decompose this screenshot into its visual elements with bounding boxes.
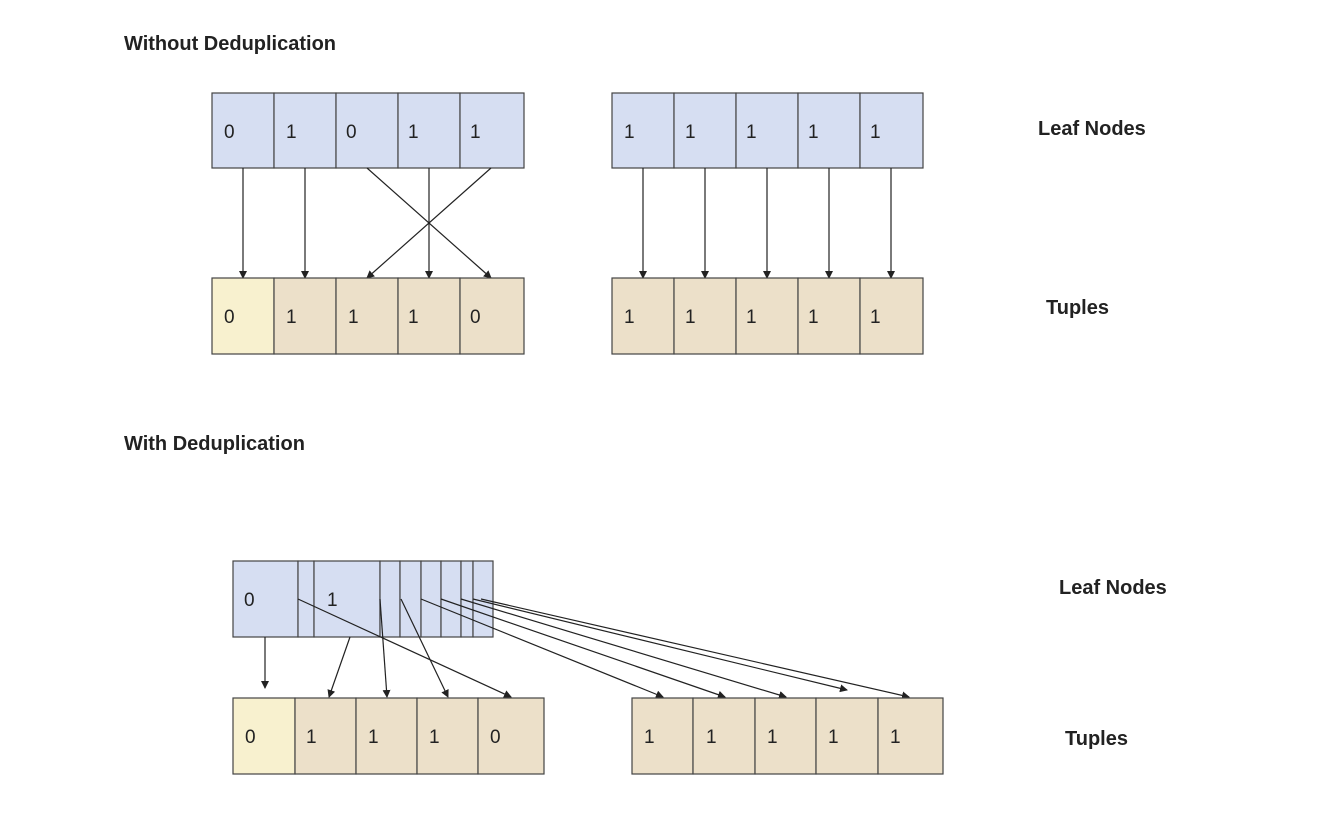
tuple-cell xyxy=(754,697,817,775)
tuple-cell xyxy=(416,697,479,775)
leaf-key: 0 xyxy=(224,122,235,143)
tuple-value: 1 xyxy=(767,727,778,748)
tuple-value: 0 xyxy=(470,307,481,328)
tuple-value: 1 xyxy=(624,307,635,328)
pointer-arrow xyxy=(400,598,449,698)
tuple-value: 1 xyxy=(644,727,655,748)
pointer-arrow xyxy=(366,167,492,279)
pointer-arrow xyxy=(440,598,726,699)
tuple-cell xyxy=(735,277,799,355)
posting-slot xyxy=(379,560,401,638)
leaf-cell xyxy=(335,92,399,169)
tuple-value: 1 xyxy=(306,727,317,748)
leaf-key: 1 xyxy=(286,122,297,143)
tuple-cell xyxy=(335,277,399,355)
tuple-cell xyxy=(797,277,861,355)
tuple-cell xyxy=(294,697,357,775)
tuple-cell xyxy=(611,277,675,355)
pointer-arrow xyxy=(297,598,512,698)
tuple-value: 1 xyxy=(286,307,297,328)
tuples-left-dedup: 0 1 1 1 0 xyxy=(232,697,545,775)
leaf-key: 0 xyxy=(244,590,255,611)
tuple-cell xyxy=(397,277,461,355)
leaf-node-right: 1 1 1 1 1 xyxy=(611,92,924,169)
tuple-value: 1 xyxy=(808,307,819,328)
pointer-arrows-with-dedup xyxy=(261,598,910,700)
tuple-cell xyxy=(815,697,879,775)
tuple-value: 1 xyxy=(706,727,717,748)
tuple-cell xyxy=(877,697,944,775)
leaf-cell xyxy=(232,560,299,638)
pointer-arrow xyxy=(420,598,664,699)
leaf-key: 1 xyxy=(685,122,696,143)
leaf-cell xyxy=(859,92,924,169)
leaf-cell xyxy=(273,92,337,169)
leaf-key: 1 xyxy=(746,122,757,143)
tuple-value: 1 xyxy=(685,307,696,328)
tuples-left: 0 1 1 1 0 xyxy=(211,277,525,355)
label-leaf-nodes: Leaf Nodes xyxy=(1038,118,1146,140)
leaf-cell xyxy=(459,92,525,169)
tuple-value: 0 xyxy=(224,307,235,328)
tuple-value: 1 xyxy=(429,727,440,748)
posting-slot xyxy=(399,560,422,638)
tuples-right: 1 1 1 1 1 xyxy=(611,277,924,355)
section-title-with-dedup: With Deduplication xyxy=(124,433,305,455)
leaf-cell xyxy=(313,560,381,638)
pointer-arrow xyxy=(480,598,910,700)
posting-slot xyxy=(440,560,462,638)
pointer-arrow xyxy=(460,598,787,699)
leaf-node-deduplicated: 0 1 xyxy=(232,560,494,638)
tuple-cell xyxy=(355,697,418,775)
tuple-cell xyxy=(673,277,737,355)
leaf-key: 1 xyxy=(808,122,819,143)
leaf-key: 1 xyxy=(470,122,481,143)
label-tuples-dedup: Tuples xyxy=(1065,728,1128,750)
pointer-arrows-without-dedup xyxy=(239,167,895,279)
tuple-cell xyxy=(631,697,694,775)
leaf-cell xyxy=(211,92,275,169)
leaf-cell xyxy=(397,92,461,169)
leaf-key: 1 xyxy=(624,122,635,143)
leaf-key: 0 xyxy=(346,122,357,143)
pointer-arrow xyxy=(379,598,391,698)
leaf-cell xyxy=(673,92,737,169)
tuples-right-dedup: 1 1 1 1 1 xyxy=(631,697,944,775)
label-leaf-nodes-dedup: Leaf Nodes xyxy=(1059,577,1167,599)
tuple-cell xyxy=(477,697,545,775)
tuple-value: 1 xyxy=(828,727,839,748)
leaf-key: 1 xyxy=(327,590,338,611)
tuple-value: 1 xyxy=(348,307,359,328)
pointer-arrow xyxy=(327,636,351,698)
leaf-cell xyxy=(611,92,675,169)
tuple-value: 1 xyxy=(408,307,419,328)
tuple-cell xyxy=(232,697,296,775)
tuple-cell xyxy=(211,277,275,355)
leaf-node-left: 0 1 0 1 1 xyxy=(211,92,525,169)
tuple-value: 0 xyxy=(490,727,501,748)
tuple-cell xyxy=(692,697,756,775)
tuple-value: 1 xyxy=(870,307,881,328)
tuple-cell xyxy=(859,277,924,355)
tuple-value: 1 xyxy=(746,307,757,328)
leaf-key: 1 xyxy=(870,122,881,143)
pointer-arrow xyxy=(472,598,848,693)
tuple-value: 0 xyxy=(245,727,256,748)
label-tuples: Tuples xyxy=(1046,297,1109,319)
tuple-value: 1 xyxy=(368,727,379,748)
posting-slot xyxy=(420,560,442,638)
leaf-key: 1 xyxy=(408,122,419,143)
tuple-cell xyxy=(459,277,525,355)
section-title-without-dedup: Without Deduplication xyxy=(124,33,336,55)
tuple-cell xyxy=(273,277,337,355)
posting-slot xyxy=(297,560,315,638)
tuple-value: 1 xyxy=(890,727,901,748)
